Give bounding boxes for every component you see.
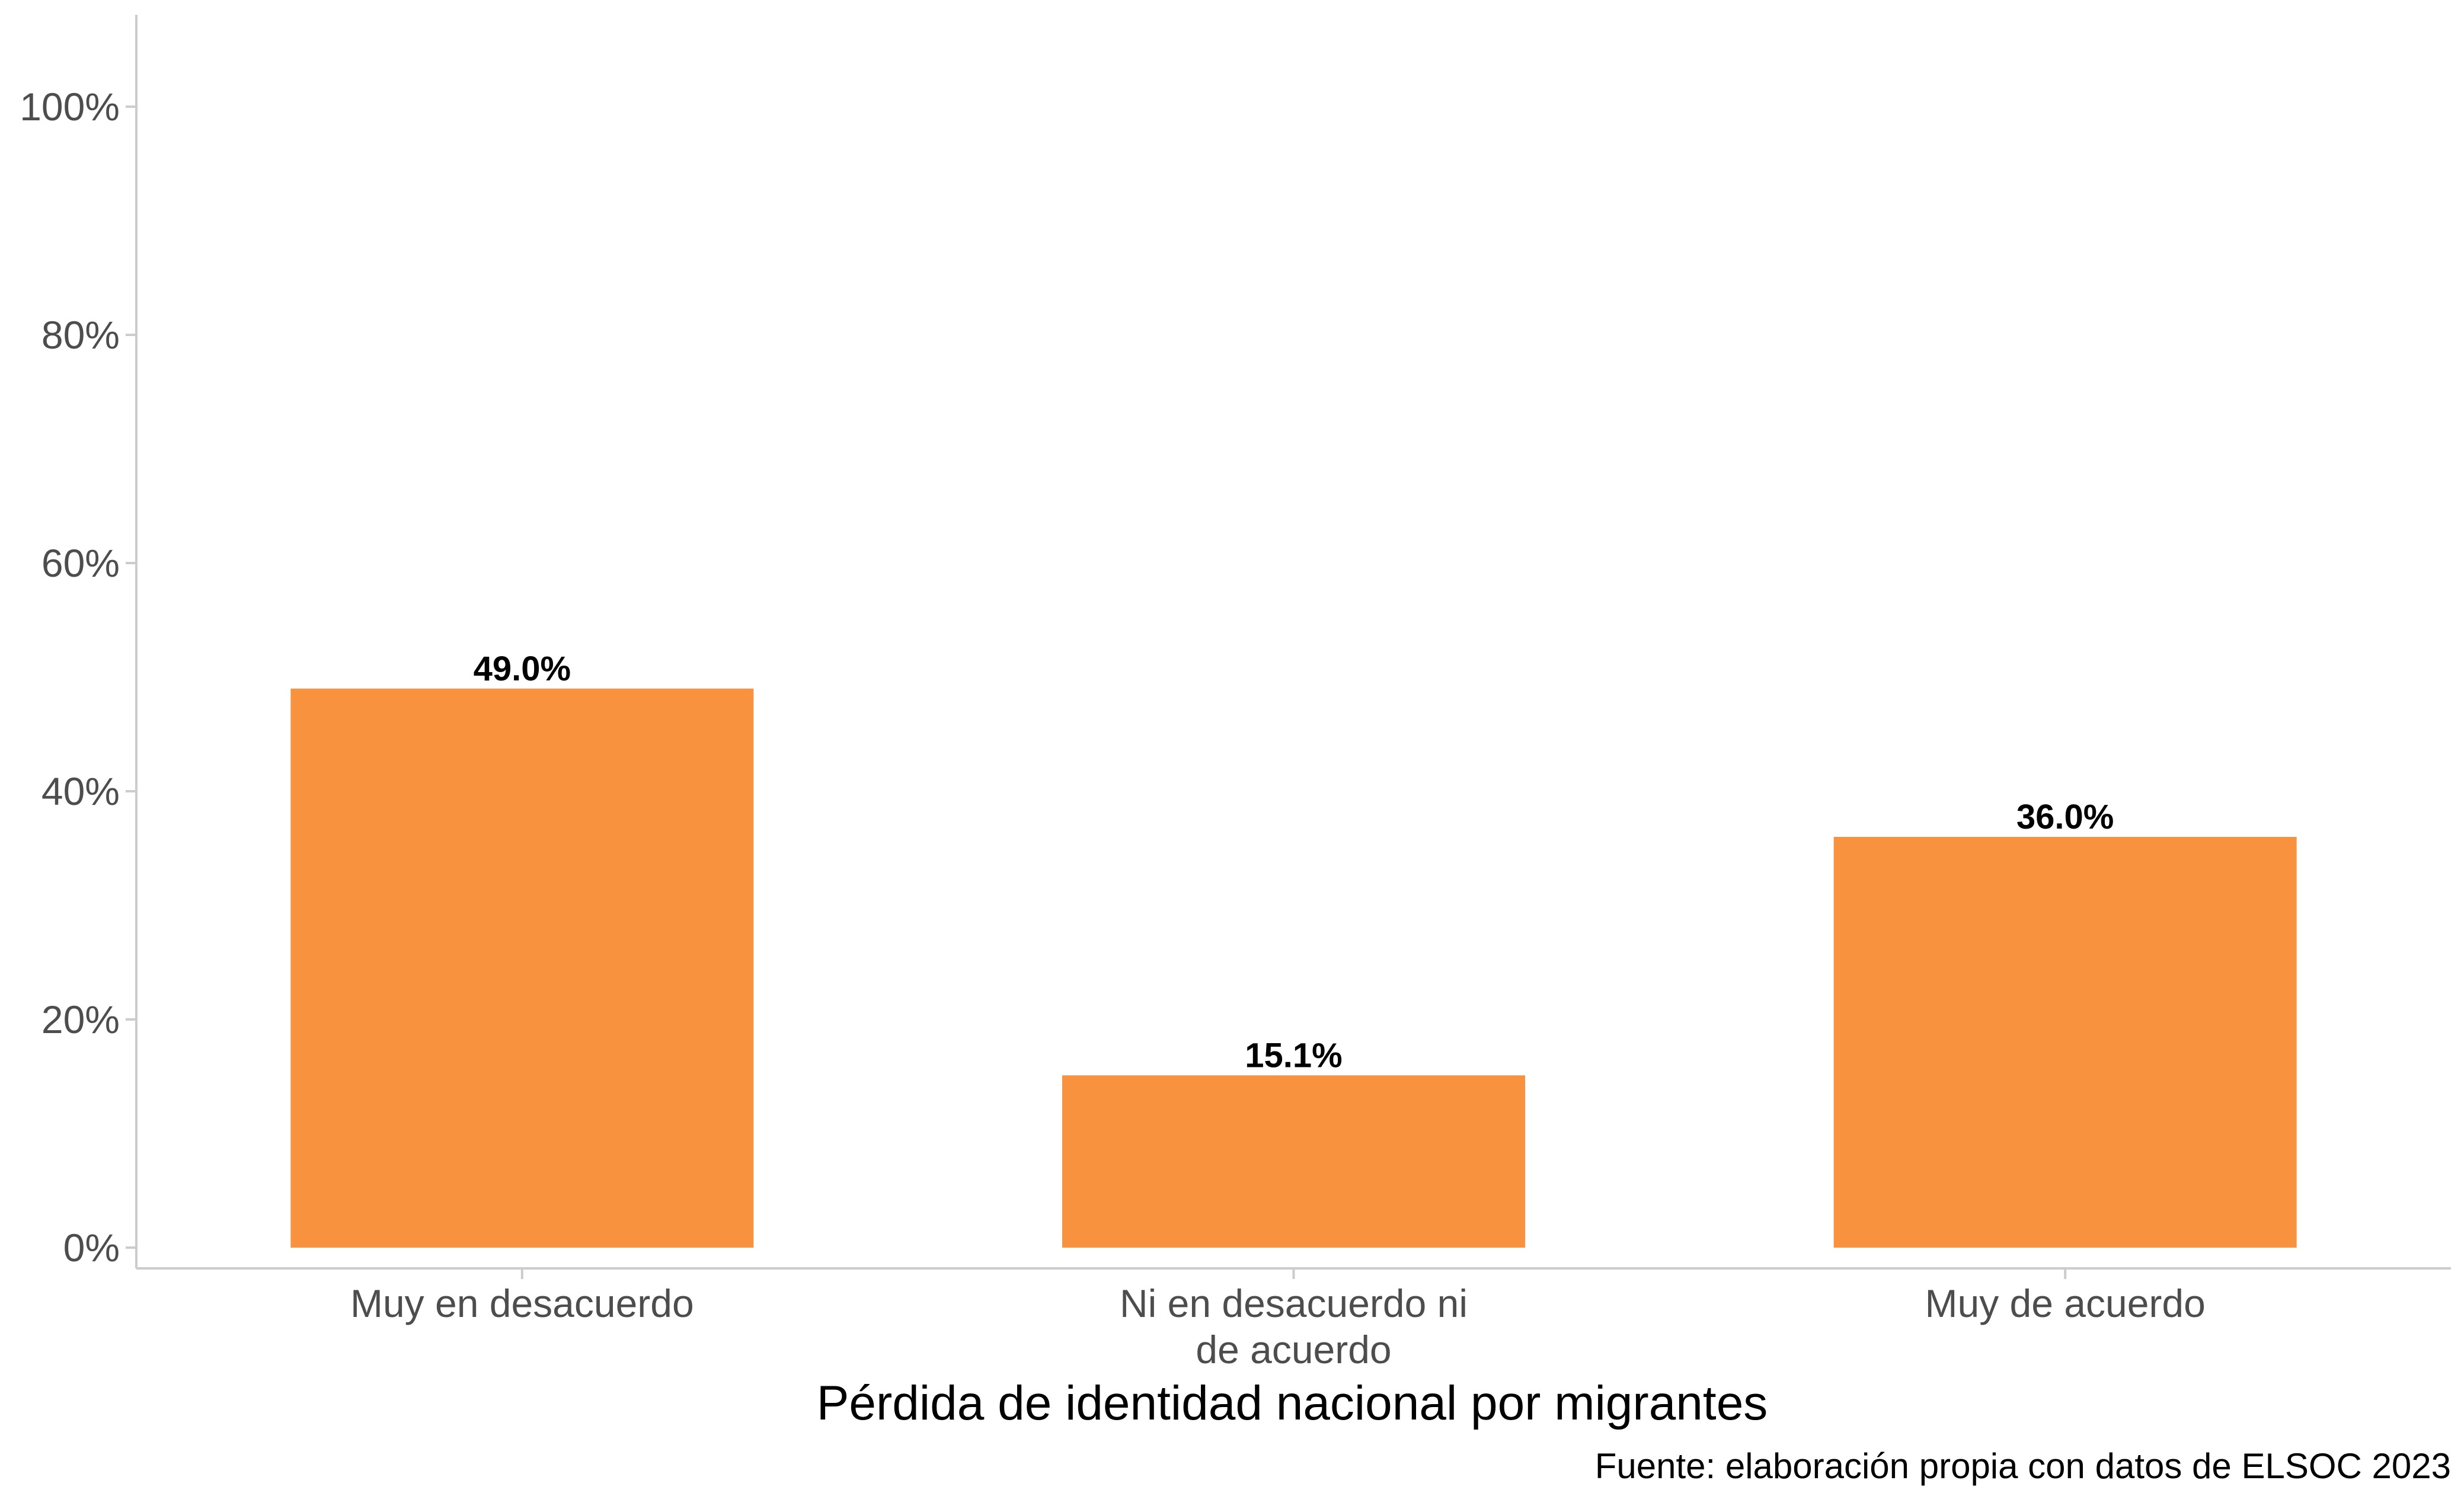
y-tick-label: 80% [41, 313, 120, 357]
x-tick-label: Muy de acuerdo [1925, 1281, 2206, 1325]
x-tick-label: de acuerdo [1196, 1328, 1391, 1371]
y-tick-label: 100% [20, 85, 120, 129]
y-axis: 0% 20% 40% 60% 80% 100% [20, 15, 138, 1270]
bars [290, 688, 2297, 1248]
y-tick-label: 60% [41, 541, 120, 585]
y-tick-label: 20% [41, 998, 120, 1041]
data-labels: 49.0% 15.1% 36.0% [474, 650, 2114, 1075]
bar [1062, 1075, 1525, 1248]
bar [1833, 837, 2297, 1248]
x-tick-label: Ni en desacuerdo ni [1120, 1281, 1468, 1325]
bar-value-label: 36.0% [2016, 798, 2114, 836]
bar-value-label: 15.1% [1245, 1036, 1342, 1075]
y-tick-label: 0% [63, 1226, 120, 1270]
y-tick-label: 40% [41, 769, 120, 813]
x-tick-label: Muy en desacuerdo [350, 1281, 694, 1325]
source-caption: Fuente: elaboración propia con datos de … [1595, 1446, 2451, 1486]
bar-value-label: 49.0% [474, 650, 571, 688]
x-axis-title: Pérdida de identidad nacional por migran… [817, 1376, 1768, 1430]
bar [290, 688, 754, 1248]
